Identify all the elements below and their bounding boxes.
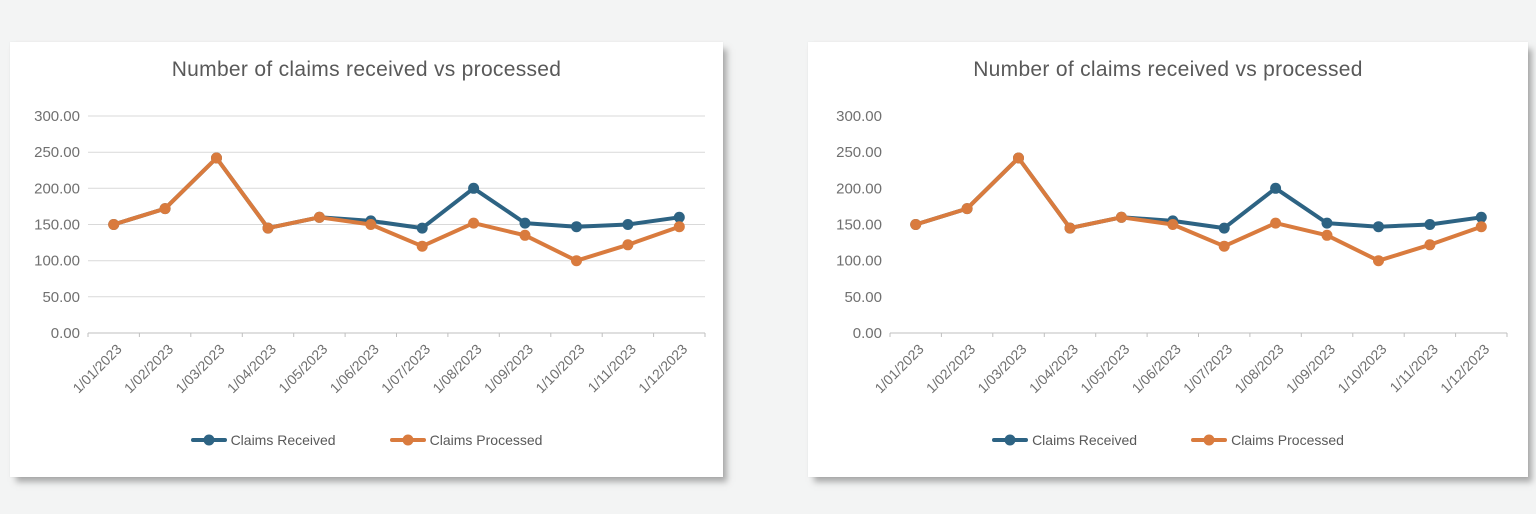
svg-text:200.00: 200.00 (34, 180, 80, 197)
svg-text:150.00: 150.00 (836, 217, 882, 234)
chart-card-left: Number of claims received vs processed 0… (10, 42, 723, 477)
series-line-claims-received (111, 156, 682, 231)
svg-text:100.00: 100.00 (34, 253, 80, 270)
svg-text:1/03/2023: 1/03/2023 (172, 341, 228, 397)
svg-text:100.00: 100.00 (836, 253, 882, 270)
series-line-claims-processed (111, 156, 682, 263)
series-markers-claims-received (108, 152, 685, 234)
x-axis-labels: 1/01/20231/02/20231/03/20231/04/20231/05… (69, 341, 690, 397)
svg-text:1/08/2023: 1/08/2023 (429, 341, 485, 397)
svg-text:250.00: 250.00 (34, 144, 80, 161)
series-markers-claims-received (909, 152, 1487, 234)
legend-marker-claims-processed (389, 438, 426, 442)
svg-text:1/04/2023: 1/04/2023 (1025, 341, 1081, 397)
legend-item-claims-received: Claims Received (190, 432, 336, 448)
svg-text:300.00: 300.00 (836, 108, 882, 125)
gridlines (88, 115, 705, 298)
svg-text:1/08/2023: 1/08/2023 (1231, 341, 1287, 397)
svg-text:1/05/2023: 1/05/2023 (1077, 341, 1133, 397)
y-axis-labels: 0.00 50.00 100.00 150.00 200.00 250.00 300.00 (836, 108, 882, 342)
svg-text:1/07/2023: 1/07/2023 (1179, 341, 1235, 397)
chart-title: Number of claims received vs processed (171, 58, 562, 81)
legend-label: Claims Processed (429, 432, 543, 448)
svg-text:1/10/2023: 1/10/2023 (1334, 341, 1390, 397)
svg-text:50.00: 50.00 (42, 289, 80, 306)
svg-text:1/04/2023: 1/04/2023 (224, 341, 280, 397)
series-line-claims-received (913, 156, 1483, 231)
svg-text:1/01/2023: 1/01/2023 (69, 341, 125, 397)
legend-label: Claims Received (230, 432, 336, 448)
x-axis-ticks (87, 333, 706, 337)
legend-item-claims-received: Claims Received (992, 432, 1137, 448)
svg-text:1/09/2023: 1/09/2023 (1282, 341, 1338, 397)
chart-card-right: Number of claims received vs processed 0… (808, 42, 1528, 477)
legend-item-claims-processed: Claims Processed (389, 432, 543, 448)
legend-label: Claims Processed (1231, 432, 1344, 448)
svg-text:250.00: 250.00 (836, 144, 882, 161)
svg-text:1/05/2023: 1/05/2023 (275, 341, 331, 397)
svg-text:0.00: 0.00 (852, 325, 881, 342)
svg-text:50.00: 50.00 (844, 289, 882, 306)
svg-text:1/07/2023: 1/07/2023 (378, 341, 434, 397)
svg-text:1/03/2023: 1/03/2023 (974, 341, 1030, 397)
x-axis-labels: 1/01/20231/02/20231/03/20231/04/20231/05… (871, 341, 1492, 397)
legend-item-claims-processed: Claims Processed (1191, 432, 1344, 448)
x-axis-ticks (889, 333, 1507, 337)
svg-text:150.00: 150.00 (34, 217, 80, 234)
y-axis-labels: 0.00 50.00 100.00 150.00 200.00 250.00 300.00 (34, 108, 80, 342)
line-chart-no-gridlines: 0.00 50.00 100.00 150.00 200.00 250.00 300.00 1… (836, 108, 1507, 397)
series-markers-claims-processed (909, 152, 1487, 267)
svg-text:1/11/2023: 1/11/2023 (1386, 341, 1441, 396)
chart-title: Number of claims received vs processed (973, 58, 1363, 81)
svg-text:1/12/2023: 1/12/2023 (635, 341, 691, 397)
legend-marker-claims-received (992, 438, 1029, 442)
svg-text:1/11/2023: 1/11/2023 (584, 341, 639, 396)
legend-label: Claims Received (1032, 432, 1138, 448)
svg-text:1/09/2023: 1/09/2023 (481, 341, 537, 397)
legend-marker-claims-processed (1191, 438, 1228, 442)
svg-text:1/12/2023: 1/12/2023 (1437, 341, 1493, 397)
svg-text:1/06/2023: 1/06/2023 (327, 341, 383, 397)
legend-marker-claims-received (190, 438, 227, 442)
svg-text:200.00: 200.00 (836, 180, 882, 197)
svg-text:1/01/2023: 1/01/2023 (871, 341, 927, 397)
svg-text:0.00: 0.00 (51, 325, 80, 342)
svg-text:1/02/2023: 1/02/2023 (922, 341, 978, 397)
svg-text:300.00: 300.00 (34, 108, 80, 125)
svg-text:1/06/2023: 1/06/2023 (1128, 341, 1184, 397)
chart-legend: Claims Received Claims Processed (10, 432, 723, 448)
svg-text:1/02/2023: 1/02/2023 (121, 341, 177, 397)
series-line-claims-processed (913, 156, 1483, 263)
line-chart-with-gridlines: 0.00 50.00 100.00 150.00 200.00 250.00 300.00 1… (34, 108, 706, 397)
chart-legend: Claims Received Claims Processed (808, 432, 1528, 448)
series-markers-claims-processed (108, 152, 685, 267)
svg-text:1/10/2023: 1/10/2023 (532, 341, 588, 397)
